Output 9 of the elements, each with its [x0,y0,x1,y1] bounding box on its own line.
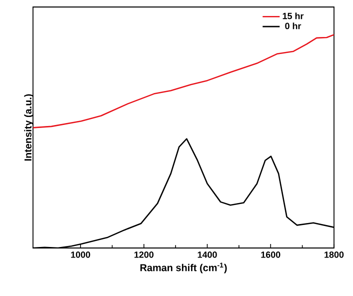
x-tick-label: 1400 [198,252,217,258]
legend-label: 15 hr [282,12,304,20]
legend-label: 0 hr [285,22,302,30]
x-tick-label: 1000 [71,252,90,258]
x-tick-label: 1600 [261,252,280,258]
y-axis-title: Intensity (a.u.) [24,94,34,161]
x-axis-title: Raman shift (cm$^{-1}$) [140,262,227,274]
x-tick-label: 1200 [134,252,154,258]
x-tick-label: 1800 [324,252,344,258]
